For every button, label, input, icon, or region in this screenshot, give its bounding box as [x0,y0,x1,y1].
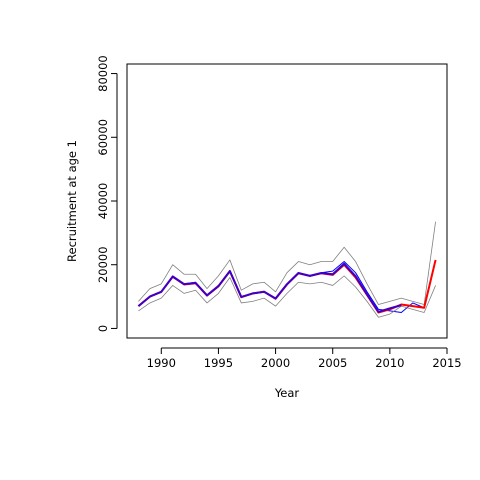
x-tick-label: 2000 [261,356,290,370]
series-layer [137,221,437,318]
x-tick-label: 2015 [432,356,461,370]
y-tick-label: 80000 [96,55,110,92]
x-axis: 1990 1995 2000 2005 2010 2015 [147,347,462,370]
y-axis-label: Recruitment at age 1 [65,140,79,262]
x-tick-label: 2010 [375,356,404,370]
x-tick-label: 1990 [147,356,176,370]
x-tick-label: 1995 [204,356,233,370]
x-axis-label: Year [274,386,300,400]
series-line-5 [137,262,402,313]
y-axis: 0 20000 40000 60000 80000 [96,55,118,332]
plot-frame [126,63,448,339]
series-line-2 [138,221,436,305]
y-tick-label: 20000 [96,246,110,283]
y-tick-label: 0 [96,325,110,332]
y-tick-label: 60000 [96,119,110,156]
y-tick-label: 40000 [96,183,110,220]
series-line-3 [138,275,436,318]
x-tick-label: 2005 [318,356,347,370]
